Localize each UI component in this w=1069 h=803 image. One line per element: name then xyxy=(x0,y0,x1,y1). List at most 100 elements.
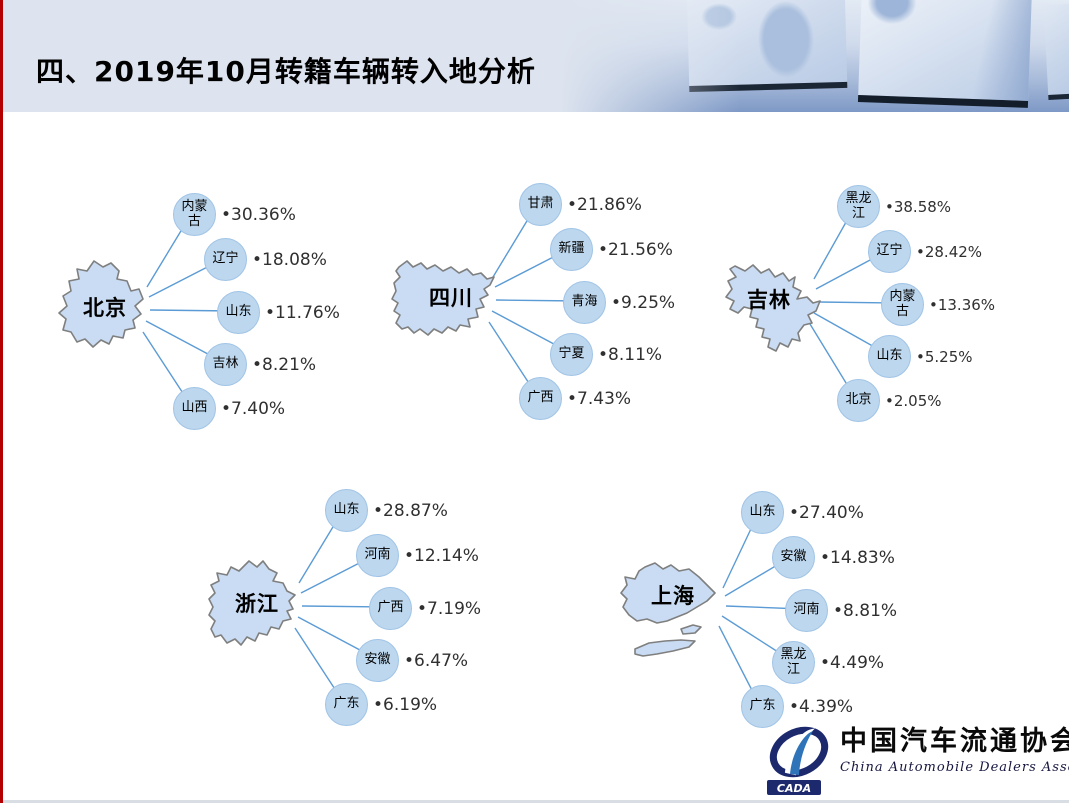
region-circle: 广西 xyxy=(369,587,412,630)
region-name: 山东 xyxy=(749,504,776,520)
photo-left-fade xyxy=(560,0,740,112)
region-circle: 辽宁 xyxy=(204,238,247,281)
region-circle: 山西 xyxy=(173,387,216,430)
region-name: 山西 xyxy=(181,400,208,416)
transfer-group-shanghai: 上海 山东 •27.40% 安徽 •14.83% 河南 •8.81% 黑龙 江 … xyxy=(568,468,968,768)
region-name: 广东 xyxy=(333,696,360,712)
region-circle: 安徽 xyxy=(356,639,399,682)
source-node: 山西 •7.40% xyxy=(173,387,285,430)
province-label-zhejiang: 浙江 xyxy=(235,592,279,616)
region-name: 河南 xyxy=(364,547,391,563)
region-name: 内蒙 古 xyxy=(889,288,916,319)
percentage-value: •6.47% xyxy=(404,650,469,671)
transfer-group-jilin: 吉林 黑龙 江 •38.58% 辽宁 •28.42% 内蒙 古 •13.36% … xyxy=(664,162,1064,462)
region-circle: 宁夏 xyxy=(550,333,593,376)
source-node: 安徽 •6.47% xyxy=(356,639,468,682)
region-name: 辽宁 xyxy=(876,243,903,259)
region-name: 山东 xyxy=(876,348,903,364)
region-circle: 新疆 xyxy=(550,228,593,271)
slide-header xyxy=(0,0,1069,112)
province-label-sichuan: 四川 xyxy=(429,286,473,310)
region-name: 北京 xyxy=(845,392,872,408)
region-circle: 内蒙 古 xyxy=(881,283,924,326)
region-name: 青海 xyxy=(571,294,598,310)
header-cubes-photo xyxy=(560,0,1069,112)
blue-cube-graphic xyxy=(857,0,1033,108)
percentage-value: •18.08% xyxy=(252,249,327,270)
source-node: 广东 •4.39% xyxy=(741,685,853,728)
percentage-value: •28.42% xyxy=(916,242,983,261)
source-node: 山东 •28.87% xyxy=(325,489,448,532)
source-node: 山东 •27.40% xyxy=(741,491,864,534)
source-node: 河南 •12.14% xyxy=(356,534,479,577)
percentage-value: •7.43% xyxy=(567,388,632,409)
blue-cube-graphic xyxy=(1043,3,1069,100)
source-node: 吉林 •8.21% xyxy=(204,343,316,386)
percentage-value: •27.40% xyxy=(789,502,864,523)
region-circle: 山东 xyxy=(741,491,784,534)
cada-logo: CADA 中国汽车流通协会 China Automobile Dealers A… xyxy=(766,722,1069,798)
percentage-value: •21.86% xyxy=(567,194,642,215)
shanghai-chongming-shape xyxy=(634,639,696,657)
source-node: 山东 •5.25% xyxy=(868,335,973,378)
source-node: 北京 •2.05% xyxy=(837,379,942,422)
sichuan-map-shape xyxy=(391,260,495,336)
region-circle: 广西 xyxy=(519,377,562,420)
source-node: 宁夏 •8.11% xyxy=(550,333,662,376)
region-name: 山东 xyxy=(225,304,252,320)
region-circle: 河南 xyxy=(356,534,399,577)
region-circle: 内蒙 古 xyxy=(173,193,216,236)
region-name: 安徽 xyxy=(780,549,807,565)
province-label-shanghai: 上海 xyxy=(651,584,695,608)
jilin-map-and-connectors xyxy=(725,207,899,397)
source-node: 新疆 •21.56% xyxy=(550,228,673,271)
source-node: 黑龙 江 •4.49% xyxy=(772,641,884,684)
source-node: 广东 •6.19% xyxy=(325,683,437,726)
beijing-map-shape xyxy=(58,260,144,348)
region-circle: 山东 xyxy=(868,335,911,378)
cada-name-english: China Automobile Dealers Association xyxy=(840,760,1069,776)
region-name: 辽宁 xyxy=(212,251,239,267)
jilin-map-shape xyxy=(725,264,821,352)
region-name: 甘肃 xyxy=(527,196,554,212)
province-label-beijing: 北京 xyxy=(83,296,127,320)
region-circle: 山东 xyxy=(325,489,368,532)
source-node: 广西 •7.43% xyxy=(519,377,631,420)
source-node: 河南 •8.81% xyxy=(785,589,897,632)
percentage-value: •14.83% xyxy=(820,547,895,568)
region-name: 内蒙 古 xyxy=(181,198,208,229)
region-name: 广西 xyxy=(377,600,404,616)
province-label-jilin: 吉林 xyxy=(747,288,791,312)
region-circle: 山东 xyxy=(217,291,260,334)
percentage-value: •38.58% xyxy=(885,197,952,216)
region-name: 黑龙 江 xyxy=(780,646,807,677)
source-node: 黑龙 江 •38.58% xyxy=(837,185,951,228)
cada-logo-text: 中国汽车流通协会 China Automobile Dealers Associ… xyxy=(840,726,1069,775)
percentage-value: •5.25% xyxy=(916,347,973,366)
cada-name-chinese: 中国汽车流通协会 xyxy=(840,726,1069,757)
world-map-texture xyxy=(858,0,1033,101)
shanghai-map-shape xyxy=(620,562,716,624)
cada-logo-mark: CADA xyxy=(767,726,829,795)
transfer-group-beijing: 北京 内蒙 古 •30.36% 辽宁 •18.08% 山东 •11.76% 吉林… xyxy=(0,170,400,470)
region-name: 安徽 xyxy=(364,652,391,668)
region-name: 广西 xyxy=(527,390,554,406)
percentage-value: •2.05% xyxy=(885,391,942,410)
percentage-value: •9.25% xyxy=(611,292,676,313)
slide-bottom-edge xyxy=(0,800,1069,803)
source-node: 辽宁 •18.08% xyxy=(204,238,327,281)
region-circle: 辽宁 xyxy=(868,230,911,273)
source-node: 安徽 •14.83% xyxy=(772,536,895,579)
percentage-value: •7.40% xyxy=(221,398,286,419)
transfer-group-sichuan: 四川 甘肃 •21.86% 新疆 •21.56% 青海 •9.25% 宁夏 •8… xyxy=(346,160,746,460)
percentage-value: •28.87% xyxy=(373,500,448,521)
percentage-value: •12.14% xyxy=(404,545,479,566)
slide-left-accent-bar xyxy=(0,0,3,803)
percentage-value: •11.76% xyxy=(265,302,340,323)
source-node: 内蒙 古 •30.36% xyxy=(173,193,296,236)
region-circle: 北京 xyxy=(837,379,880,422)
region-name: 广东 xyxy=(749,698,776,714)
region-name: 宁夏 xyxy=(558,346,585,362)
transfer-group-zhejiang: 浙江 山东 •28.87% 河南 •12.14% 广西 •7.19% 安徽 •6… xyxy=(152,466,552,766)
source-node: 甘肃 •21.86% xyxy=(519,183,642,226)
